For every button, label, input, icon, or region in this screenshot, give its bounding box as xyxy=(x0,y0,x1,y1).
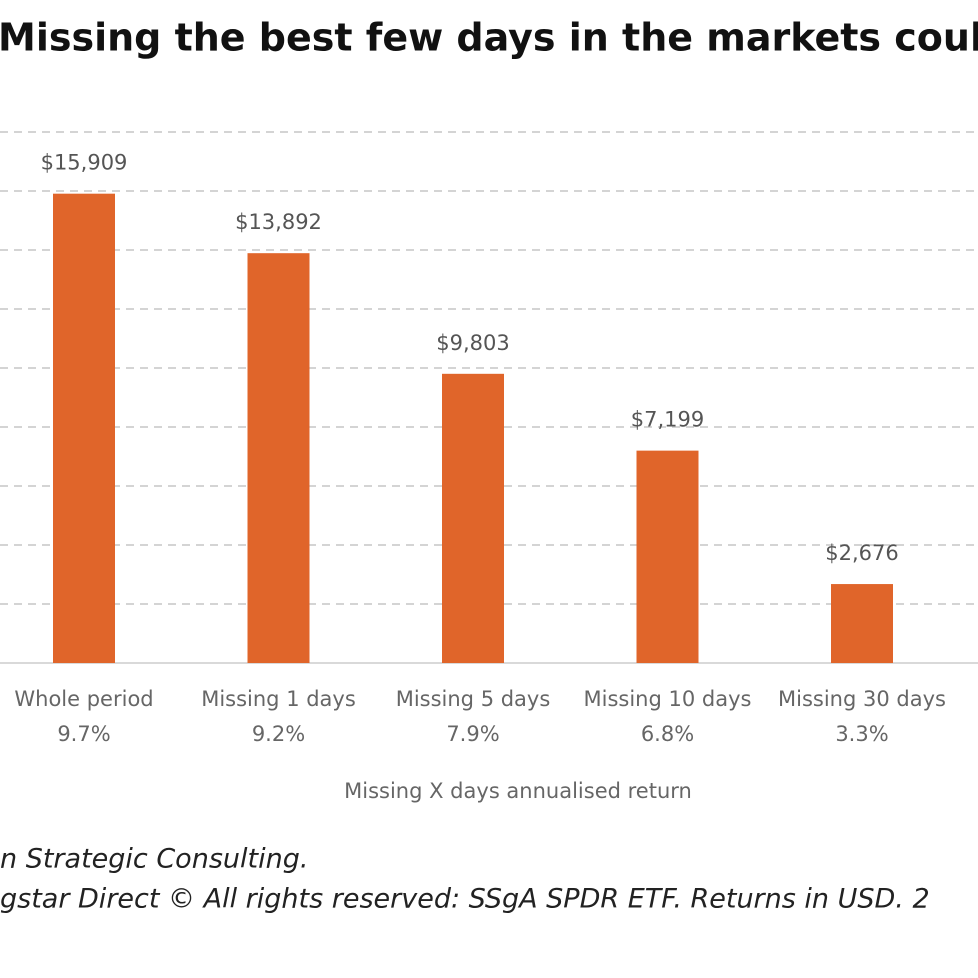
value-label: $2,676 xyxy=(825,541,898,565)
x-tick-label: Missing 10 days xyxy=(584,687,752,711)
x-tick-sublabel: 3.3% xyxy=(835,722,888,746)
chart-title: Missing the best few days in the markets… xyxy=(0,16,978,60)
footnote: n Strategic Consulting. xyxy=(0,844,308,875)
x-tick-label: Whole period xyxy=(14,687,153,711)
value-label: $7,199 xyxy=(631,408,704,432)
value-label: $15,909 xyxy=(41,151,128,175)
x-tick-sublabel: 6.8% xyxy=(641,722,694,746)
bar xyxy=(247,253,310,663)
bar xyxy=(442,373,504,663)
x-tick-sublabel: 9.2% xyxy=(252,722,305,746)
x-tick-label: Missing 5 days xyxy=(396,687,551,711)
value-label: $9,803 xyxy=(436,331,509,355)
x-tick-label: Missing 30 days xyxy=(778,687,946,711)
value-label: $13,892 xyxy=(235,210,322,234)
footnote: gstar Direct © All rights reserved: SSgA… xyxy=(0,884,930,915)
x-axis-title: Missing X days annualised return xyxy=(344,779,692,803)
bar xyxy=(636,450,699,663)
x-tick-sublabel: 7.9% xyxy=(446,722,499,746)
x-tick-sublabel: 9.7% xyxy=(57,722,110,746)
x-tick-label: Missing 1 days xyxy=(201,687,356,711)
bar xyxy=(53,193,115,663)
bar xyxy=(831,584,893,663)
